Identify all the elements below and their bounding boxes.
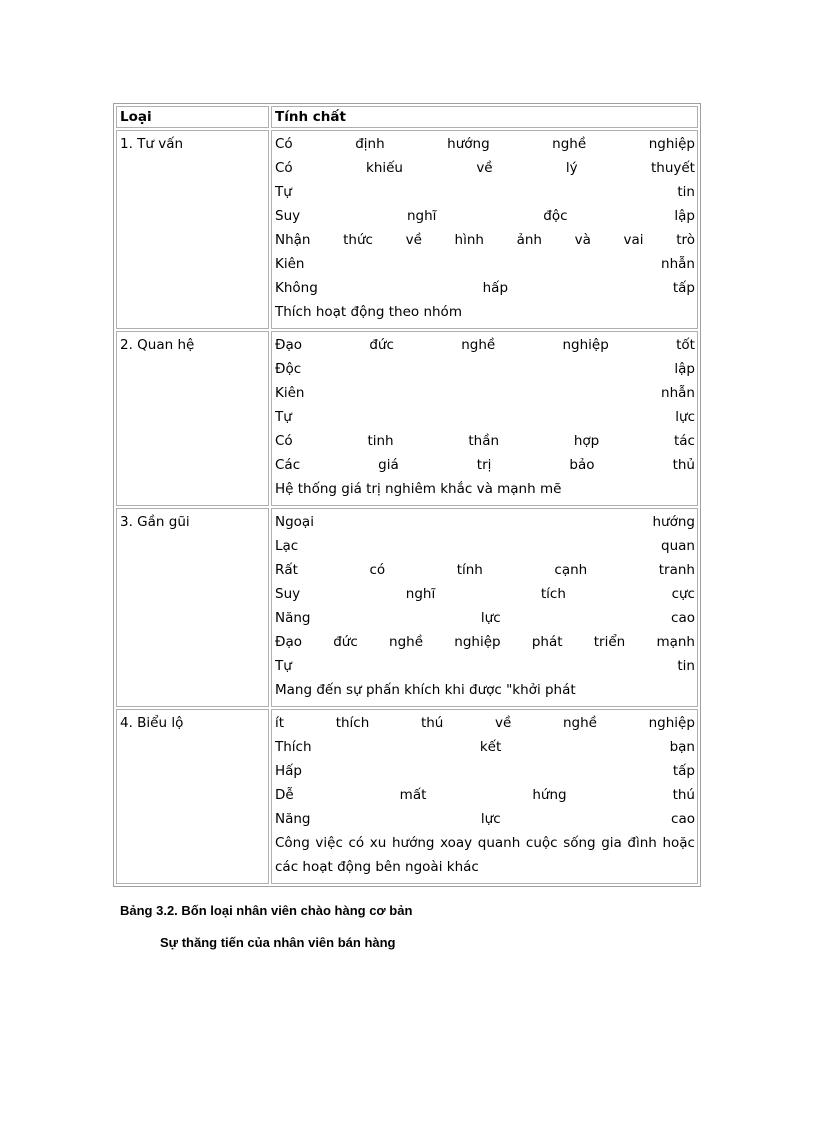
trait-line: Có tinh thần hợp tác <box>275 433 695 449</box>
trait-line: Đạo đức nghề nghiệp tốt <box>275 337 695 353</box>
trait-line: Có định hướng nghề nghiệp <box>275 136 695 152</box>
trait-line: Các giá trị bảo thủ <box>275 457 695 473</box>
traits-cell: Đạo đức nghề nghiệp tốt Độc lập Kiên nhẫn Tự lực Có… <box>271 331 698 506</box>
trait-line: Suy nghĩ độc lập <box>275 208 695 224</box>
section-subheading: Sự thăng tiến của nhân viên bán hàng <box>160 935 396 950</box>
traits-cell: Ngoại hướng Lạc quan Rất có tính cạnh tranh Suy ng… <box>271 508 698 707</box>
trait-line: Hấp tấp <box>275 763 695 779</box>
trait-line: Đạo đức nghề nghiệp phát triển mạnh <box>275 634 695 650</box>
type-cell: 2. Quan hệ <box>116 331 269 506</box>
trait-line: Rất có tính cạnh tranh <box>275 562 695 578</box>
employee-types-table: Loại Tính chất 1. Tư vấn Có định hướng nghề n… <box>113 103 701 887</box>
trait-line: Hệ thống giá trị nghiêm khắc và mạnh mẽ <box>275 481 562 497</box>
trait-line: Năng lực cao <box>275 610 695 626</box>
trait-line: Công việc có xu hướng xoay quanh cuộc sống gia đìn… <box>275 835 695 851</box>
trait-line: Tự lực <box>275 409 695 425</box>
table-row: 3. Gần gũi Ngoại hướng Lạc quan Rất có tính cạnh… <box>116 508 698 707</box>
trait-line: Tự tin <box>275 658 695 674</box>
header-traits: Tính chất <box>271 106 698 128</box>
trait-line: Năng lực cao <box>275 811 695 827</box>
trait-line: Lạc quan <box>275 538 695 554</box>
type-cell: 1. Tư vấn <box>116 130 269 329</box>
type-cell: 4. Biểu lộ <box>116 709 269 884</box>
trait-line: Không hấp tấp <box>275 280 695 296</box>
trait-line: Kiên nhẫn <box>275 256 695 272</box>
table-caption: Bảng 3.2. Bốn loại nhân viên chào hàng c… <box>120 903 413 918</box>
trait-line: ít thích thú về nghề nghiệp <box>275 715 695 731</box>
table-row: 2. Quan hệ Đạo đức nghề nghiệp tốt Độc lập Kiên n… <box>116 331 698 506</box>
table-row: 1. Tư vấn Có định hướng nghề nghiệp Có khiếu về l… <box>116 130 698 329</box>
traits-cell: Có định hướng nghề nghiệp Có khiếu về lý thuyết Tự… <box>271 130 698 329</box>
traits-cell: ít thích thú về nghề nghiệp Thích kết bạn Hấp tấp D… <box>271 709 698 884</box>
trait-line: Thích hoạt động theo nhóm <box>275 304 462 320</box>
trait-line: Nhận thức về hình ảnh và vai trò <box>275 232 695 248</box>
trait-line: Kiên nhẫn <box>275 385 695 401</box>
trait-line: các hoạt động bên ngoài khác <box>275 859 479 875</box>
trait-line: Độc lập <box>275 361 695 377</box>
trait-line: Dễ mất hứng thú <box>275 787 695 803</box>
trait-line: Có khiếu về lý thuyết <box>275 160 695 176</box>
type-cell: 3. Gần gũi <box>116 508 269 707</box>
trait-line: Ngoại hướng <box>275 514 695 530</box>
trait-line: Tự tin <box>275 184 695 200</box>
trait-line: Mang đến sự phấn khích khi được "khởi ph… <box>275 682 576 698</box>
header-type: Loại <box>116 106 269 128</box>
table-row: 4. Biểu lộ ít thích thú về nghề nghiệp Thích kết… <box>116 709 698 884</box>
trait-line: Thích kết bạn <box>275 739 695 755</box>
trait-line: Suy nghĩ tích cực <box>275 586 695 602</box>
